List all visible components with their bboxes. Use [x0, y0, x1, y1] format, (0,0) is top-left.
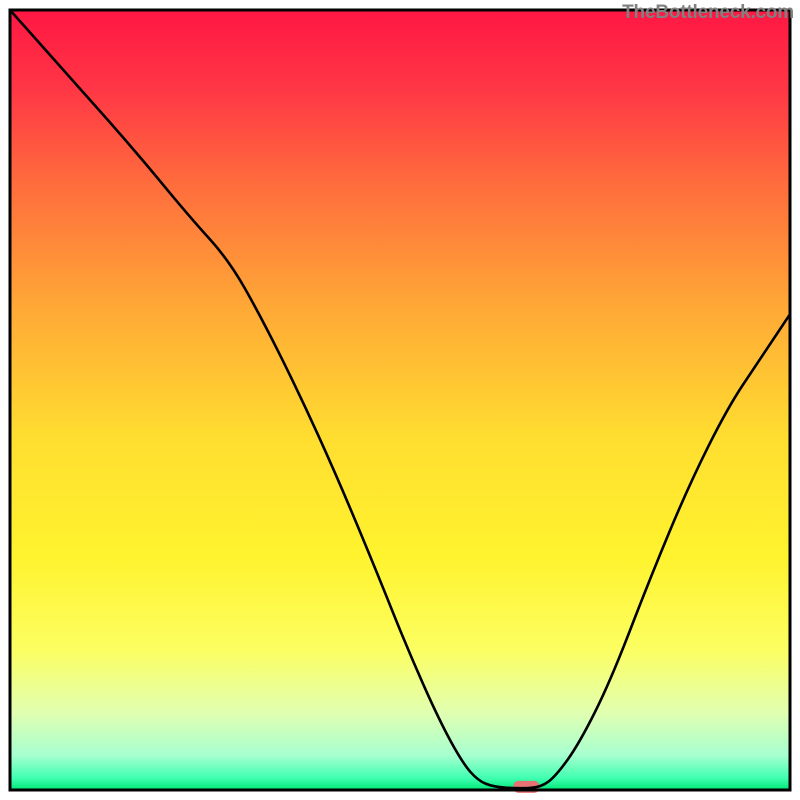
plot-area [0, 0, 800, 800]
chart-container: TheBottleneck.com [0, 0, 800, 800]
watermark-text: TheBottleneck.com [622, 2, 794, 24]
chart-background [10, 10, 790, 790]
chart-svg [0, 0, 800, 800]
